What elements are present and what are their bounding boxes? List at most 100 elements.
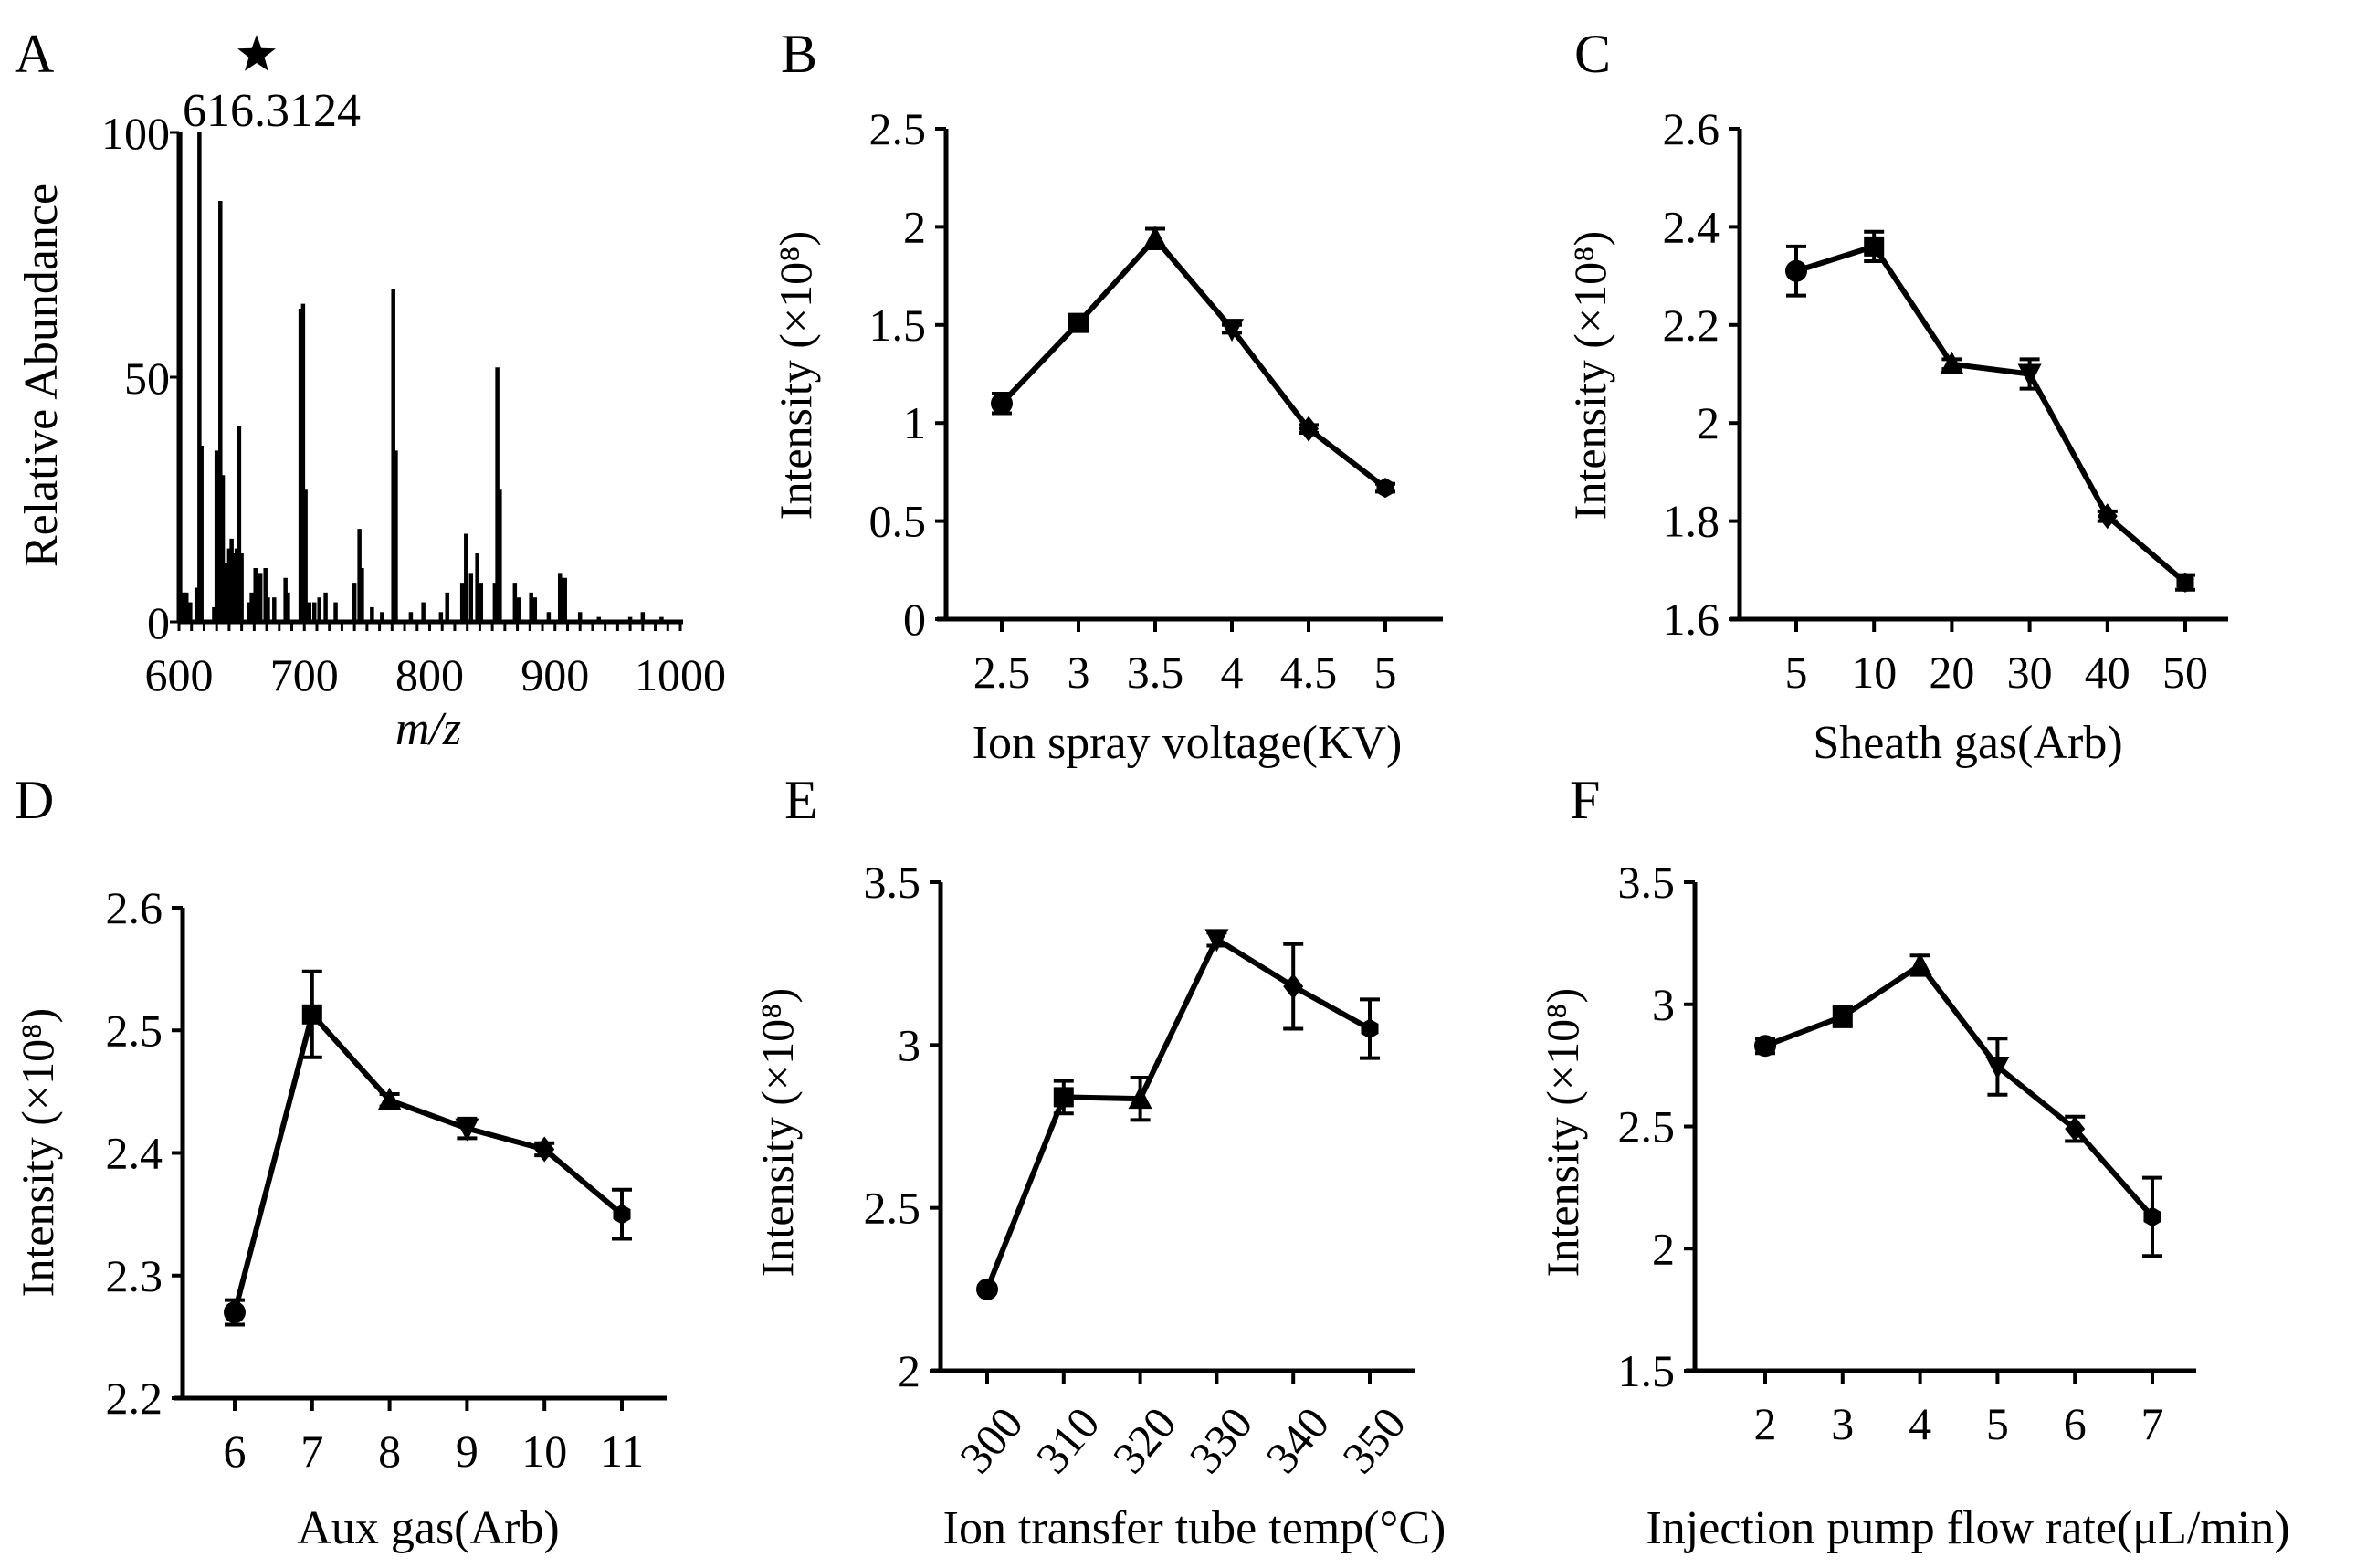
series-line — [232, 1011, 624, 1313]
x-tick-label: 4.5 — [1280, 647, 1338, 698]
y-axis-label: Intensity (×10⁸) — [1537, 988, 1588, 1277]
data-point — [1754, 1035, 1776, 1058]
x-tick-label: 30 — [2007, 647, 2053, 698]
y-tick-label: 2.6 — [106, 882, 163, 933]
y-tick-label: 2.5 — [1618, 1101, 1676, 1152]
x-tick-label: 3 — [1831, 1398, 1854, 1449]
x-tick-label: 4 — [1221, 647, 1244, 698]
x-axis-label: Ion transfer tube temp(°C) — [943, 1502, 1446, 1554]
y-tick-label: 3 — [1652, 979, 1675, 1030]
x-tick-label: 50 — [2162, 647, 2208, 698]
data-point — [1864, 236, 1885, 257]
data-point — [1908, 952, 1932, 975]
y-tick-label: 3.5 — [864, 857, 921, 908]
x-axis-label: Injection pump flow rate(μL/min) — [1646, 1502, 2289, 1554]
peak-annotation: 616.3124 — [183, 85, 361, 137]
data-point — [2176, 572, 2194, 593]
data-point — [2017, 363, 2042, 387]
x-tick-label: 20 — [1929, 647, 1974, 698]
x-tick-label: 700 — [270, 649, 339, 700]
x-tick-label: 340 — [1256, 1397, 1339, 1482]
y-tick-label: 1.5 — [1618, 1345, 1676, 1396]
data-point — [534, 1136, 555, 1163]
x-axis-label: Sheath gas(Arb) — [1813, 717, 2122, 769]
y-axis-label: Intensity (×10⁸) — [770, 231, 821, 520]
y-tick-label: 2 — [1652, 1223, 1675, 1274]
x-tick-label: 10 — [521, 1426, 567, 1477]
panel-label: E — [784, 770, 818, 830]
x-tick-label: 300 — [950, 1397, 1033, 1482]
panel-a: A 0 50 100 600 700 800 900 1000 616.3124 m/z Relati… — [15, 24, 726, 755]
series-line — [984, 936, 1372, 1290]
series-line — [1763, 962, 2155, 1219]
y-tick-label: 1.8 — [1663, 496, 1720, 547]
data-point — [1940, 351, 1964, 374]
data-point — [2065, 1116, 2086, 1142]
x-tick-label: 5 — [1785, 647, 1808, 698]
data-point — [1143, 226, 1167, 249]
data-point — [976, 1278, 998, 1300]
y-tick-label: 2 — [898, 1345, 920, 1396]
x-tick-label: 5 — [1986, 1398, 2009, 1449]
y-tick-label: 2 — [903, 201, 926, 252]
y-tick-label: 2.5 — [106, 1005, 163, 1056]
y-tick-label: 2.6 — [1663, 103, 1720, 154]
panel-f: F 1.5 2 2.5 3 3.5 2 3 4 5 6 7 Injection pump flow ra… — [1537, 770, 2290, 1554]
x-tick-label: 6 — [224, 1426, 247, 1477]
data-point — [1785, 259, 1807, 282]
star-icon — [237, 35, 276, 71]
data-point — [1204, 929, 1229, 952]
y-tick-label: 2.2 — [106, 1373, 163, 1424]
x-tick-label: 1000 — [635, 649, 726, 700]
data-point — [1832, 1006, 1853, 1027]
series-line — [999, 236, 1387, 490]
y-tick-label: 3.5 — [1618, 857, 1676, 908]
y-tick-label: 100 — [101, 108, 170, 159]
y-tick-label: 1 — [903, 397, 926, 448]
x-tick-label: 600 — [145, 649, 214, 700]
data-point — [613, 1204, 631, 1225]
x-tick-label: 320 — [1102, 1397, 1185, 1482]
x-tick-label: 3.5 — [1127, 647, 1184, 698]
y-tick-label: 2.2 — [1663, 300, 1720, 351]
x-tick-label: 8 — [378, 1426, 401, 1477]
data-point — [377, 1087, 402, 1110]
series-line — [1795, 243, 2187, 585]
panel-d: D 2.2 2.3 2.4 2.5 2.6 6 7 8 9 10 11 Aux gas(Arb) Inte… — [12, 770, 667, 1554]
y-tick-label: 0.5 — [869, 496, 927, 547]
panel-label: D — [15, 770, 54, 830]
panel-label: F — [1570, 770, 1600, 830]
y-tick-label: 2.5 — [864, 1183, 921, 1234]
y-tick-label: 1.6 — [1663, 594, 1720, 645]
y-tick-label: 2.5 — [869, 103, 927, 154]
x-axis-label: Ion spray voltage(KV) — [973, 717, 1403, 769]
x-tick-label: 7 — [2141, 1398, 2164, 1449]
panel-label: B — [781, 24, 817, 84]
x-tick-label: 4 — [1909, 1398, 1931, 1449]
y-tick-label: 3 — [898, 1019, 920, 1070]
x-tick-label: 10 — [1851, 647, 1897, 698]
data-point — [1376, 478, 1394, 499]
x-tick-label: 7 — [300, 1426, 323, 1477]
panel-c: C 1.6 1.8 2 2.2 2.4 2.6 5 10 20 30 40 50 Sheath gas(A… — [1564, 24, 2228, 769]
x-tick-label: 330 — [1179, 1397, 1262, 1482]
y-axis-label: Intensity (×10⁸) — [1564, 231, 1615, 520]
data-point — [1361, 1018, 1379, 1039]
y-axis-label: Intensity (×10⁸) — [12, 1008, 63, 1297]
data-point — [1299, 416, 1319, 442]
panel-label: A — [15, 24, 54, 84]
data-point — [455, 1118, 479, 1142]
x-tick-label: 11 — [600, 1426, 644, 1477]
x-tick-label: 40 — [2085, 647, 2130, 698]
data-point — [1068, 312, 1089, 333]
x-tick-label: 5 — [1374, 647, 1397, 698]
x-tick-label: 800 — [395, 649, 464, 700]
y-axis-label: Intensity (×10⁸) — [752, 988, 803, 1277]
data-point — [1985, 1056, 2010, 1079]
data-point — [1220, 319, 1244, 342]
y-tick-label: 0 — [903, 594, 926, 645]
y-tick-label: 2.4 — [106, 1128, 163, 1179]
data-point — [2143, 1206, 2161, 1227]
y-tick-label: 2 — [1697, 397, 1720, 448]
